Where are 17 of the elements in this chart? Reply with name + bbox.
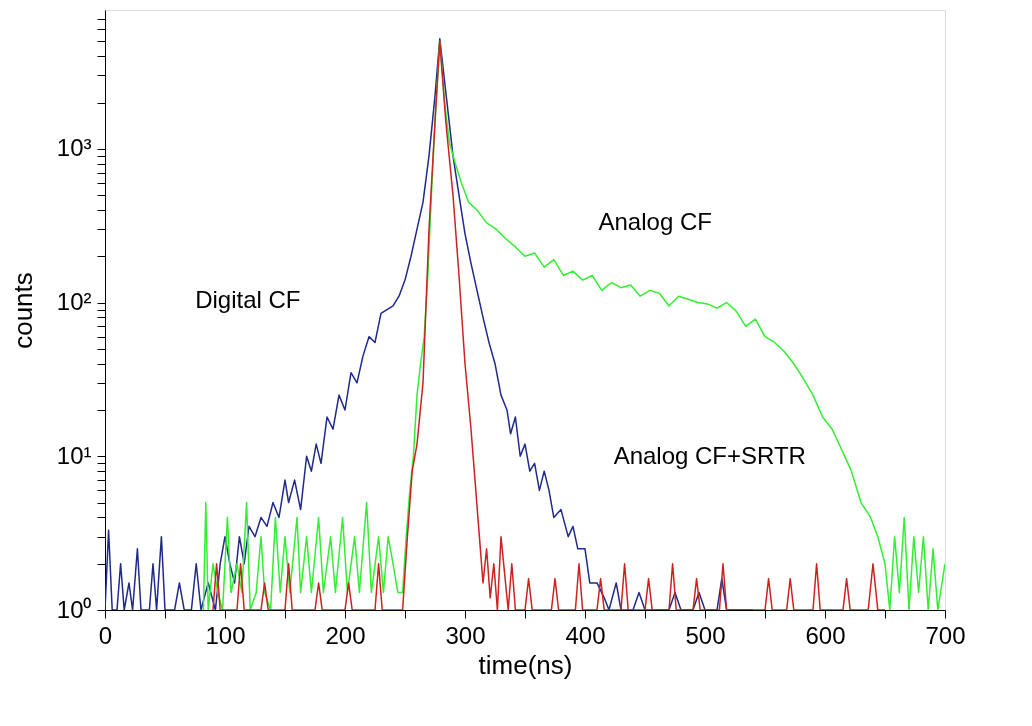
x-tick-label: 600: [805, 621, 846, 649]
annotation: Analog CF+SRTR: [613, 442, 806, 469]
x-tick-label: 200: [325, 621, 366, 649]
y-tick-label: 10²: [56, 288, 92, 316]
x-tick-label: 500: [685, 621, 726, 649]
y-tick-label: 10⁰: [56, 595, 92, 623]
x-tick-label: 300: [445, 621, 486, 649]
y-tick-label: 10³: [56, 134, 92, 162]
y-tick-label: 10¹: [56, 441, 92, 469]
x-tick-label: 400: [565, 621, 606, 649]
x-axis-title: time(ns): [478, 649, 573, 680]
annotation: Analog CF: [598, 208, 712, 235]
x-tick-label: 100: [205, 621, 246, 649]
x-tick-label: 700: [925, 621, 966, 649]
x-tick-label: 0: [98, 621, 113, 649]
y-axis-title: counts: [7, 272, 38, 349]
annotation: Digital CF: [195, 286, 301, 313]
